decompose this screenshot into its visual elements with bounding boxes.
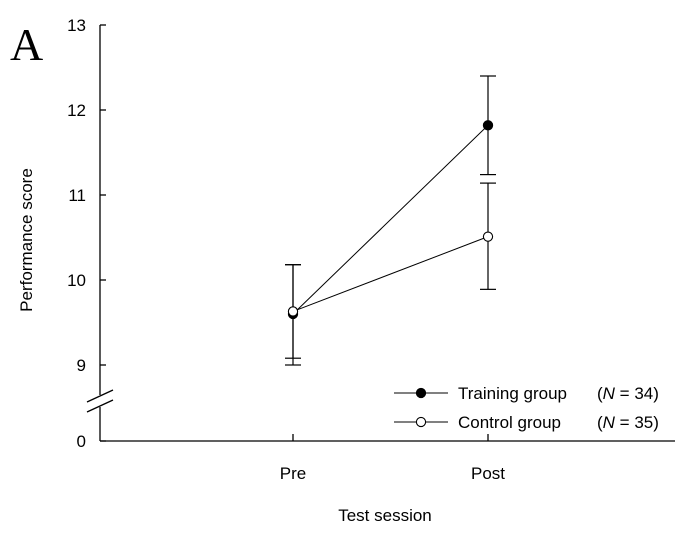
legend-entry-0: Training group (N = 34) (394, 384, 659, 403)
legend: Training group (N = 34) Control group (N = … (394, 384, 659, 432)
x-ticks: Pre Post (280, 434, 505, 483)
legend-n-1: (N = 35) (597, 413, 659, 432)
legend-label-0: Training group (458, 384, 567, 403)
panel-label: A (10, 19, 43, 70)
legend-marker-1 (415, 416, 427, 428)
legend-n-0: (N = 34) (597, 384, 659, 403)
data-point-s1-post (482, 231, 494, 242)
x-tick-label-post: Post (471, 464, 505, 483)
y-tick-label-2: 11 (68, 186, 86, 205)
y-ticks: 9 10 11 12 13 0 (67, 16, 106, 451)
y-tick-label-break: 0 (77, 432, 86, 451)
data-point-s0-post (482, 120, 494, 131)
axes (86, 25, 675, 442)
axis-break-mark-upper (86, 389, 114, 403)
y-tick-label-0: 9 (77, 356, 86, 375)
y-tick-label-1: 10 (67, 271, 86, 290)
x-tick-label-pre: Pre (280, 464, 306, 483)
legend-label-1: Control group (458, 413, 561, 432)
axis-break-mark-lower (86, 399, 114, 413)
y-tick-label-4: 13 (67, 16, 86, 35)
data-point-s1-pre (287, 306, 299, 317)
y-tick-label-3: 12 (67, 101, 86, 120)
series-layer (285, 75, 496, 366)
series-line-1 (292, 236, 489, 312)
x-axis-title: Test session (338, 506, 432, 525)
legend-marker-0 (415, 387, 427, 399)
legend-entry-1: Control group (N = 35) (394, 413, 659, 432)
y-axis-title: Performance score (17, 168, 36, 312)
series-line-0 (292, 124, 489, 315)
